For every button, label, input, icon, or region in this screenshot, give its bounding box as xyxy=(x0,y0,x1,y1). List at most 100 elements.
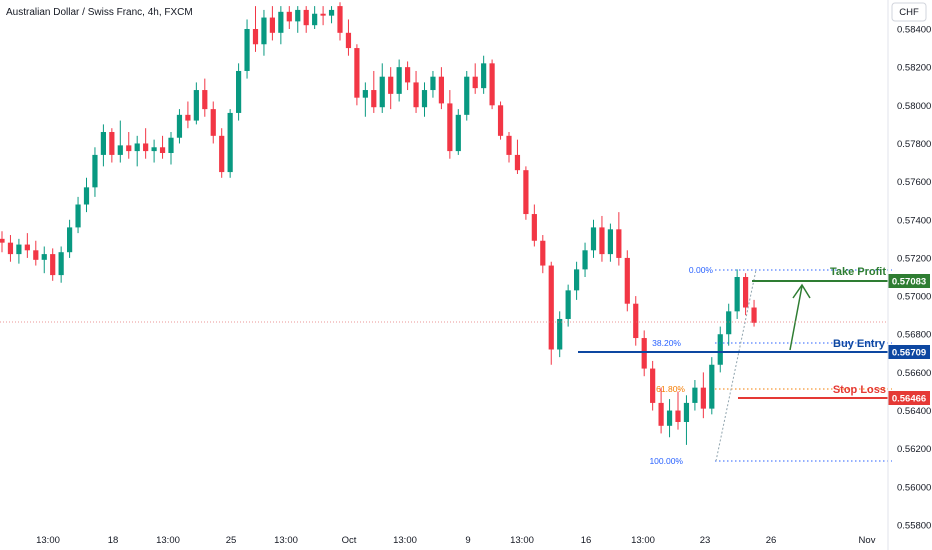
buy-entry-price-tag: 0.56709 xyxy=(888,345,930,359)
y-tick-label: 0.56600 xyxy=(897,368,931,379)
chart-title: Australian Dollar / Swiss Franc, 4h, FXC… xyxy=(6,7,193,18)
svg-text:0.56466: 0.56466 xyxy=(892,394,926,405)
candle xyxy=(278,6,284,45)
candle xyxy=(582,242,588,277)
candle xyxy=(413,70,419,113)
candle xyxy=(312,6,318,29)
x-tick-label: 13:00 xyxy=(36,535,60,546)
candle xyxy=(658,387,664,434)
currency-label: CHF xyxy=(899,7,919,18)
candle xyxy=(379,63,385,113)
candle xyxy=(219,128,225,178)
candle xyxy=(269,6,275,41)
candle xyxy=(202,78,208,117)
time-axis[interactable]: 13:00 18 13:00 25 13:00 Oct 13:00 9 13:00 16 13:00… xyxy=(36,535,876,546)
candle xyxy=(0,231,5,253)
overlay: 0.00% 38.20% 61.80% 100.00% Take Profit Buy E… xyxy=(578,265,930,466)
candle xyxy=(666,399,673,438)
y-tick-label: 0.56000 xyxy=(897,482,931,493)
candle xyxy=(743,273,749,316)
candle xyxy=(734,269,740,319)
candle xyxy=(303,6,309,33)
stop-loss-price-tag: 0.56466 xyxy=(888,391,930,405)
y-tick-label: 0.57800 xyxy=(897,139,931,150)
candle xyxy=(67,219,73,258)
y-tick-label: 0.55800 xyxy=(897,521,931,532)
y-tick-label: 0.57600 xyxy=(897,177,931,188)
candle xyxy=(176,109,183,144)
candle xyxy=(464,70,470,121)
take-profit-price-tag: 0.57083 xyxy=(888,274,930,288)
candle xyxy=(337,2,343,41)
candle xyxy=(472,63,478,94)
candle xyxy=(117,120,123,163)
candle xyxy=(159,135,166,159)
y-tick-label: 0.57200 xyxy=(897,253,931,264)
candle xyxy=(388,67,394,110)
candle xyxy=(354,44,360,106)
candle xyxy=(447,90,453,159)
candle xyxy=(599,215,605,262)
x-tick-label: 9 xyxy=(465,535,470,546)
candle xyxy=(7,235,14,262)
fib-level-label: 0.00% xyxy=(689,265,714,275)
candle xyxy=(489,59,495,110)
candle xyxy=(548,261,554,365)
candle xyxy=(92,147,98,197)
buy-entry-label: Buy Entry xyxy=(833,338,886,350)
x-tick-label: 13:00 xyxy=(393,535,417,546)
x-tick-label: Oct xyxy=(342,535,357,546)
y-tick-label: 0.56200 xyxy=(897,444,931,455)
x-tick-label: 13:00 xyxy=(510,535,534,546)
candle xyxy=(210,101,216,144)
y-tick-label: 0.58200 xyxy=(897,63,931,74)
candle xyxy=(295,6,301,33)
candle xyxy=(320,6,326,26)
candle xyxy=(58,246,64,283)
candle xyxy=(531,204,537,247)
candle xyxy=(16,238,22,264)
candle xyxy=(193,82,199,125)
x-tick-label: 25 xyxy=(226,535,237,546)
candle xyxy=(624,250,630,312)
price-axis[interactable]: 0.58400 0.58200 0.58000 0.57800 0.57600 0.574… xyxy=(897,25,931,532)
candle xyxy=(514,139,521,174)
candles xyxy=(0,2,757,445)
candle xyxy=(641,330,647,377)
candle xyxy=(565,284,571,327)
candle xyxy=(751,299,757,327)
candle xyxy=(286,6,292,29)
svg-text:0.57083: 0.57083 xyxy=(892,277,926,288)
candle xyxy=(83,177,90,213)
y-tick-label: 0.57400 xyxy=(897,215,931,226)
currency-badge[interactable] xyxy=(891,2,927,22)
candle xyxy=(633,296,639,346)
candle xyxy=(497,101,504,140)
candle xyxy=(227,109,233,178)
candle xyxy=(168,132,174,165)
stop-loss-label: Stop Loss xyxy=(833,384,886,396)
y-tick-label: 0.56400 xyxy=(897,406,931,417)
y-tick-label: 0.58000 xyxy=(897,101,931,112)
candle xyxy=(506,132,512,163)
candle xyxy=(717,326,723,373)
candle xyxy=(24,233,30,258)
candle xyxy=(726,303,732,346)
candle xyxy=(75,196,81,234)
candle xyxy=(438,67,444,110)
take-profit-label: Take Profit xyxy=(830,266,886,278)
candle xyxy=(151,139,157,163)
candle xyxy=(185,101,191,129)
candle xyxy=(109,128,115,163)
candle xyxy=(252,6,259,52)
target-arrow-head xyxy=(792,283,811,299)
candle xyxy=(362,82,368,117)
candle xyxy=(607,223,613,262)
candle xyxy=(700,372,706,419)
fib-trend-line xyxy=(715,269,757,462)
candle xyxy=(692,380,698,411)
candle xyxy=(590,219,597,258)
candle xyxy=(126,132,132,159)
candle xyxy=(371,70,377,113)
